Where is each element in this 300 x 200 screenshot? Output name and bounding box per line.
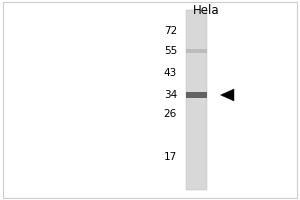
Text: Hela: Hela (193, 4, 220, 18)
Text: 17: 17 (164, 152, 177, 162)
Text: 72: 72 (164, 26, 177, 36)
Bar (186, 49, 207, 53)
Text: 55: 55 (164, 46, 177, 56)
Text: 34: 34 (164, 90, 177, 100)
Bar (186, 10, 207, 190)
Text: 26: 26 (164, 109, 177, 119)
Polygon shape (220, 89, 234, 101)
Text: 43: 43 (164, 68, 177, 78)
Bar (186, 92, 207, 98)
